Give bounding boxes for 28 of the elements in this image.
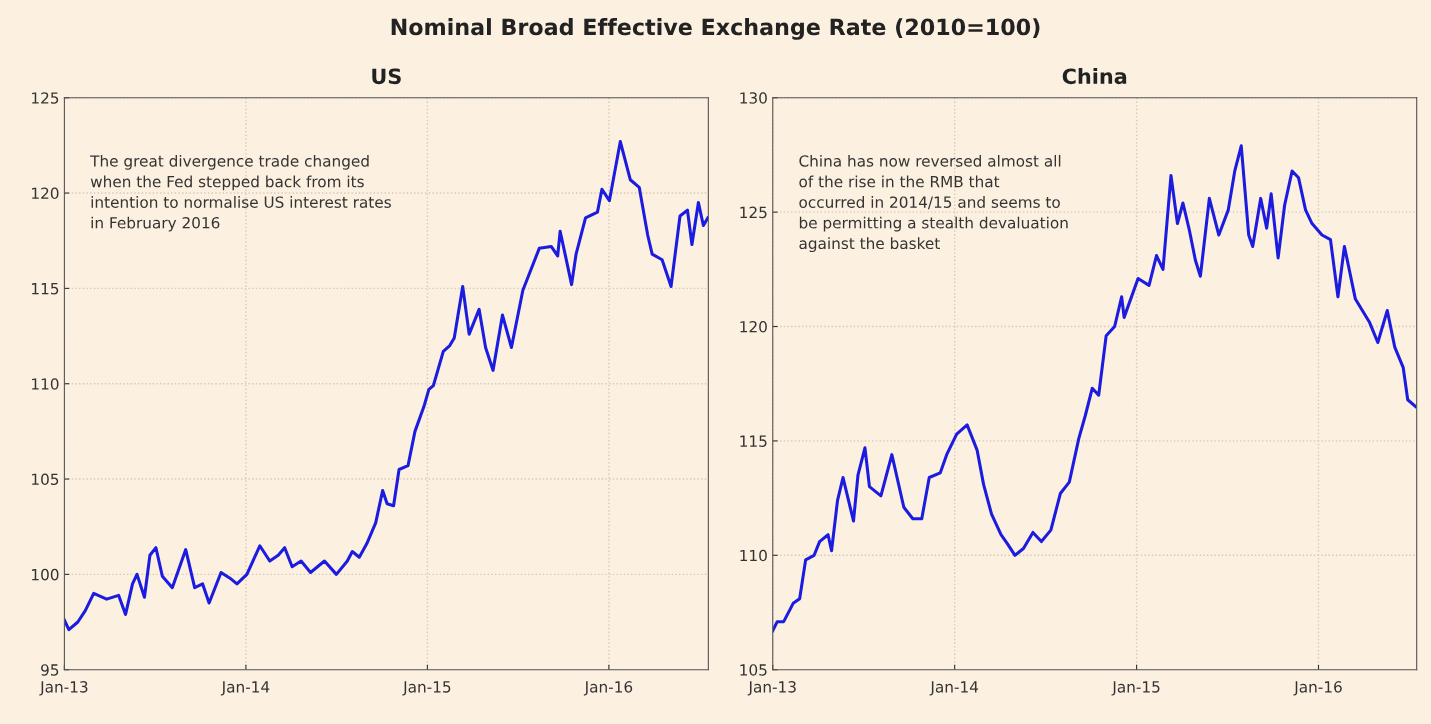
y-tick-label: 105 (32, 473, 59, 486)
annotation: China has now reversed almost all of the rise in the RMB that occurred in 2014/15 and seems to be permitting a stealth devaluation against the basket (799, 154, 1068, 253)
y-tick-label: 110 (32, 378, 59, 390)
y-tick-label: 125 (32, 92, 59, 104)
x-tick-label: Jan-16 (1293, 681, 1342, 696)
y-tick-label: 95 (41, 664, 59, 676)
y-tick-label: 100 (32, 568, 59, 581)
y-tick-label: 115 (740, 435, 767, 447)
y-tick-label: 105 (740, 664, 767, 676)
y-tick-label: 130 (740, 92, 767, 104)
x-tick-label: Jan-16 (583, 681, 633, 696)
line-series (64, 140, 709, 632)
x-tick-label: Jan-15 (1111, 681, 1160, 696)
annotation: The great divergence trade changed when the Fed stepped back from its intention to normalise US interest rates in February 2016 (90, 154, 391, 232)
y-tick-label: 120 (32, 187, 59, 200)
x-tick-label: Jan-14 (220, 681, 270, 696)
x-tick-label: Jan-14 (929, 681, 979, 696)
y-tick-label: 125 (740, 206, 767, 219)
y-tick-label: 115 (32, 283, 59, 295)
line-series (772, 144, 1417, 633)
y-tick-label: 110 (740, 549, 767, 562)
x-tick-label: Jan-13 (747, 681, 796, 696)
y-tick-label: 120 (740, 320, 767, 333)
x-tick-label: Jan-13 (39, 681, 88, 696)
x-tick-label: Jan-15 (402, 681, 451, 696)
chart-title: China (1062, 68, 1127, 85)
chart-title: US (372, 68, 401, 85)
text: Nominal Broad Effective Exchange Rate (2010=100) (391, 18, 1040, 40)
